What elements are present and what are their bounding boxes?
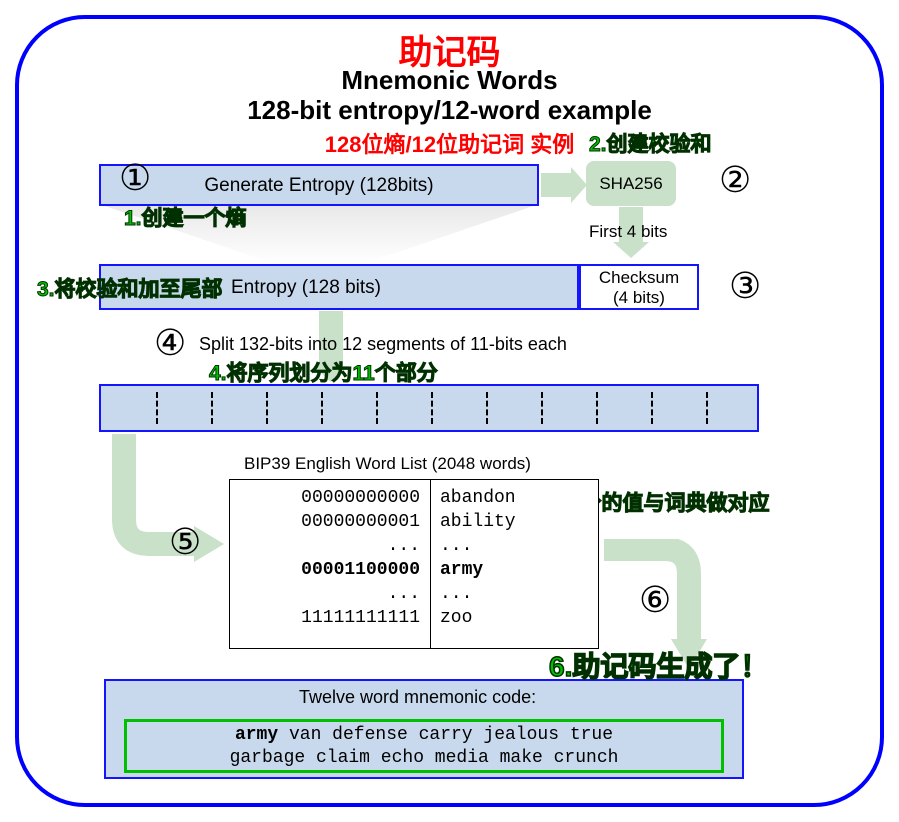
checksum-line2: (4 bits) [581,288,697,308]
wl-bits-2: 00000000001 [230,512,430,532]
arrow-to-sha [541,173,571,197]
step1-label-cn: 1.创建一个熵 [124,202,247,232]
result-title: Twelve word mnemonic code: [299,687,536,708]
wl-bits-4: 00001100000 [230,560,430,580]
checksum-line1: Checksum [581,268,697,288]
step4-label-cn: 4.将序列划分为11个部分 [209,357,438,387]
sha256-box: SHA256 [586,161,676,206]
step2-label-cn: 2.创建校验和 [589,128,712,158]
wordlist-box: 00000000000 abandon 00000000001 ability … [229,479,599,649]
diagram-container: 助记码 Mnemonic Words 128-bit entropy/12-wo… [15,15,884,807]
wl-word-5: ... [430,584,472,604]
wl-word-2: ability [430,512,516,532]
mnemonic-first-word: army [235,725,278,745]
wl-bits-1: 00000000000 [230,488,430,508]
step1-entropy-box: Generate Entropy (128bits) [99,164,539,206]
title-english-2: 128-bit entropy/12-word example [19,95,880,126]
mnemonic-line1-rest: van defense carry jealous true [278,725,613,745]
curved-arrow-left [94,429,234,579]
step3-checksum-box: Checksum (4 bits) [579,264,699,310]
segments-box [99,384,759,432]
wl-word-1: abandon [430,488,516,508]
step-number-3: ③ [729,265,761,307]
wl-word-3: ... [430,536,472,556]
title-english-1: Mnemonic Words [19,65,880,96]
wl-bits-3: ... [230,536,430,556]
step-number-4: ④ [154,322,186,364]
wl-word-6: zoo [430,608,472,628]
wl-bits-6: 11111111111 [230,608,430,628]
mnemonic-line2: garbage claim echo media make crunch [230,748,619,768]
step6-label-cn: 6.助记码生成了！ [549,645,768,685]
step3-label-cn: 3.将校验和加至尾部 [37,273,223,303]
wordlist-title: BIP39 English Word List (2048 words) [244,454,531,474]
mnemonic-result: army van defense carry jealous true garb… [124,719,724,773]
first4bits-label: First 4 bits [589,222,667,242]
step-number-1: ① [119,157,151,199]
wl-bits-5: ... [230,584,430,604]
step4-text: Split 132-bits into 12 segments of 11-bi… [199,334,567,355]
step-number-2: ② [719,159,751,201]
step-number-5: ⑤ [169,521,201,563]
subtitle-chinese: 128位熵/12位助记词 实例 [19,127,880,159]
wl-word-4: army [430,560,483,580]
step-number-6: ⑥ [639,579,671,621]
